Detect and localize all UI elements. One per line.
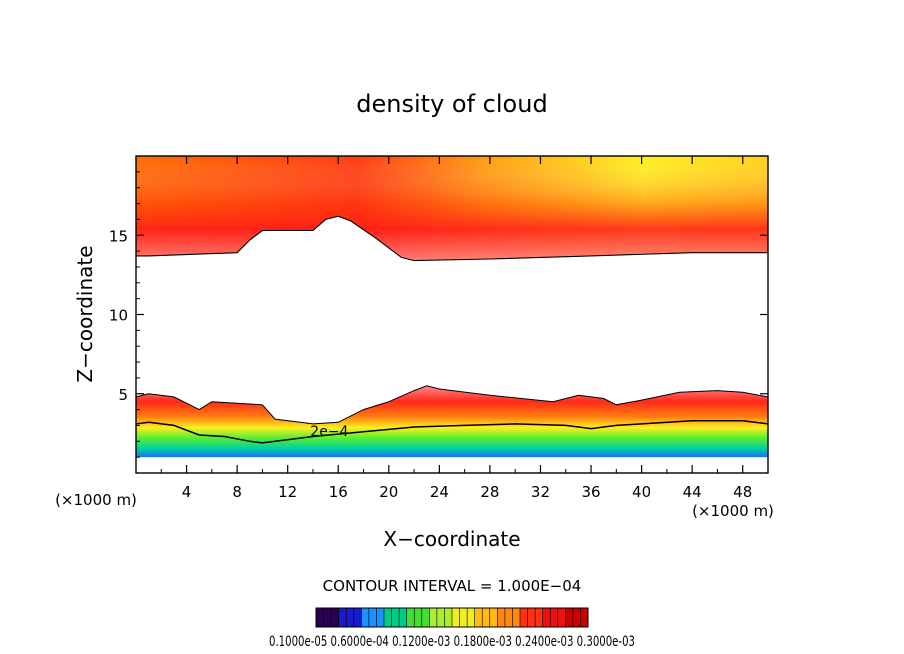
colorbar-swatch	[482, 608, 491, 627]
colorbar	[315, 607, 589, 628]
colorbar-swatch	[376, 608, 385, 627]
x-tick-label: 4	[182, 483, 192, 501]
contour-interval-label: CONTOUR INTERVAL = 1.000E−04	[323, 577, 582, 595]
colorbar-swatch	[436, 608, 445, 627]
colorbar-swatch	[520, 608, 528, 627]
colorbar-swatch	[489, 608, 498, 627]
colorbar-labels: 0.1000e-05 0.6000e-04 0.1200e-03 0.1800e…	[269, 634, 635, 650]
x-tick-label: 16	[329, 483, 348, 501]
colorbar-swatch	[391, 608, 400, 627]
colorbar-swatch	[338, 608, 347, 627]
colorbar-swatch	[535, 608, 544, 627]
colorbar-swatch	[406, 608, 415, 627]
upper-cloud-shading	[136, 156, 768, 261]
colorbar-swatch	[550, 608, 559, 627]
x-unit-label-left: (×1000 m)	[55, 491, 137, 509]
x-tick-label: 12	[278, 483, 297, 501]
colorbar-swatch	[421, 608, 430, 627]
colorbar-swatch	[399, 608, 408, 627]
x-tick-label: 8	[232, 483, 242, 501]
x-tick-label: 40	[632, 483, 651, 501]
colorbar-swatch	[353, 608, 362, 627]
colorbar-swatch	[565, 608, 574, 627]
colorbar-swatch	[497, 608, 506, 627]
colorbar-swatch	[580, 608, 589, 627]
colorbar-swatch	[452, 608, 460, 627]
x-tick-label: 24	[430, 483, 449, 501]
ground-gap	[136, 457, 768, 473]
colorbar-swatch	[467, 608, 476, 627]
x-axis-label: X−coordinate	[383, 527, 520, 551]
colorbar-swatch	[527, 608, 536, 627]
x-tick-label: 44	[683, 483, 702, 501]
y-axis-label: Z−coordinate	[73, 245, 97, 382]
colorbar-swatch	[557, 608, 566, 627]
x-tick-label: 32	[531, 483, 550, 501]
colorbar-swatch	[444, 608, 453, 627]
colorbar-swatch	[368, 608, 377, 627]
colorbar-swatch	[316, 608, 324, 627]
lower-layer-outer-contour	[135, 385, 769, 425]
x-unit-label-right: (×1000 m)	[692, 502, 774, 520]
y-tick-label: 15	[109, 227, 128, 245]
colorbar-swatch	[429, 608, 438, 627]
x-tick-label: 28	[480, 483, 499, 501]
colorbar-swatch	[414, 608, 423, 627]
colorbar-swatch	[331, 608, 340, 627]
lower-cloud-layer	[136, 385, 768, 473]
colorbar-swatch	[542, 608, 551, 627]
contour-line-2e-4	[135, 419, 769, 444]
x-tick-label: 20	[379, 483, 398, 501]
colorbar-swatch	[474, 608, 483, 627]
upper-layer-contour	[136, 215, 768, 262]
colorbar-swatch	[512, 608, 521, 627]
contour-fields: 2e−4	[135, 156, 769, 473]
chart-title: density of cloud	[356, 90, 547, 118]
y-tick-label: 5	[118, 386, 128, 404]
x-tick-label: 48	[733, 483, 752, 501]
colorbar-swatch	[346, 608, 355, 627]
colorbar-swatch	[504, 608, 513, 627]
colorbar-frame	[315, 607, 589, 628]
colorbar-swatch	[384, 608, 392, 627]
colorbar-swatch	[572, 608, 581, 627]
colorbar-swatch	[323, 608, 332, 627]
colorbar-swatch	[361, 608, 370, 627]
plot-frame	[135, 155, 769, 474]
y-tick-label: 10	[109, 307, 128, 325]
x-tick-label: 36	[581, 483, 600, 501]
contour-label: 2e−4	[310, 424, 348, 440]
colorbar-swatch	[459, 608, 468, 627]
